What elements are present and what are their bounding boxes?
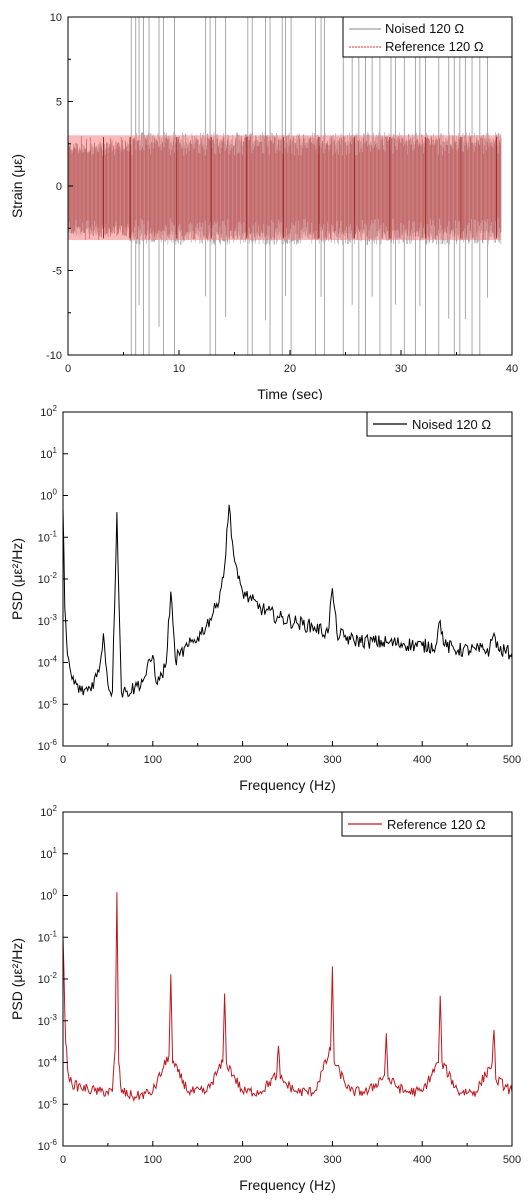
x-tick-label: 0 xyxy=(65,363,71,375)
y-tick-label: 101 xyxy=(40,846,57,861)
y-tick-label: 10-6 xyxy=(38,738,58,753)
x-tick-label: 0 xyxy=(60,1154,66,1166)
y-tick-label: 10-3 xyxy=(38,613,58,628)
x-tick-label: 300 xyxy=(323,754,341,766)
plot-area xyxy=(68,17,502,355)
y-tick-label: 10-1 xyxy=(38,529,58,544)
y-tick-label: 10-1 xyxy=(38,929,58,944)
y-tick-label: 10-5 xyxy=(38,696,58,711)
x-tick-label: 500 xyxy=(503,1154,521,1166)
psd-series-line xyxy=(63,504,512,698)
y-tick-label: 101 xyxy=(40,446,57,461)
y-tick-label: 100 xyxy=(40,488,57,503)
y-axis-label: PSD (με²/Hz) xyxy=(9,938,25,1020)
reference-trace xyxy=(68,135,502,241)
legend-label: Noised 120 Ω xyxy=(412,417,491,432)
x-tick-label: 200 xyxy=(233,1154,251,1166)
x-tick-label: 100 xyxy=(144,754,162,766)
x-tick-label: 40 xyxy=(506,363,518,375)
y-tick-label: 102 xyxy=(40,404,57,419)
y-tick-label: 10-5 xyxy=(38,1096,58,1111)
legend-label-reference: Reference 120 Ω xyxy=(385,39,484,54)
reference-psd-chart: 0 100 200 300 400 500 10-6 10-5 10-4 10-3 10-2 10-1… xyxy=(9,804,521,1193)
plot-area xyxy=(63,892,512,1103)
plot-area xyxy=(63,504,512,698)
y-tick-label: -10 xyxy=(46,350,62,362)
x-tick-label: 200 xyxy=(233,754,251,766)
y-tick-label: 10-2 xyxy=(38,971,58,986)
y-tick-label: 102 xyxy=(40,804,57,819)
y-tick-label: 10-3 xyxy=(38,1013,58,1028)
reference-band xyxy=(68,135,501,241)
y-tick-label: 5 xyxy=(56,97,62,109)
x-tick-label: 100 xyxy=(144,1154,162,1166)
x-tick-label: 20 xyxy=(284,363,296,375)
x-axis-label: Frequency (Hz) xyxy=(239,777,335,793)
x-tick-label: 400 xyxy=(413,754,431,766)
y-tick-label: 10-2 xyxy=(38,571,58,586)
y-axis-label: PSD (με²/Hz) xyxy=(9,538,25,620)
x-axis-label: Time (sec) xyxy=(257,386,323,400)
x-axis-label: Frequency (Hz) xyxy=(239,1177,335,1193)
x-tick-label: 10 xyxy=(173,363,185,375)
y-tick-label: 10-4 xyxy=(38,1055,58,1070)
y-tick-label: 10-6 xyxy=(38,1138,58,1153)
y-tick-label: 10 xyxy=(50,12,62,24)
legend-box xyxy=(342,16,513,58)
plot-frame xyxy=(62,411,513,747)
time-strain-chart: 0 10 20 30 40 -10 -5 0 5 10 Time (sec) Strain (με) N… xyxy=(9,12,518,400)
y-tick-label: 10-4 xyxy=(38,655,58,670)
x-tick-label: 0 xyxy=(60,754,66,766)
y-tick-label: 100 xyxy=(40,888,57,903)
y-tick-label: -5 xyxy=(52,266,62,278)
y-tick-label: 0 xyxy=(56,181,62,193)
psd-series-line xyxy=(63,892,512,1103)
x-tick-label: 30 xyxy=(395,363,407,375)
x-tick-label: 400 xyxy=(413,1154,431,1166)
legend-label: Reference 120 Ω xyxy=(387,817,486,832)
y-axis-label: Strain (με) xyxy=(9,154,25,218)
legend-label-noised: Noised 120 Ω xyxy=(385,21,464,36)
x-tick-label: 300 xyxy=(323,1154,341,1166)
noised-psd-chart: 0 100 200 300 400 500 10-6 10-5 10-4 10-3 10-2 10-1… xyxy=(9,404,521,793)
x-tick-label: 500 xyxy=(503,754,521,766)
